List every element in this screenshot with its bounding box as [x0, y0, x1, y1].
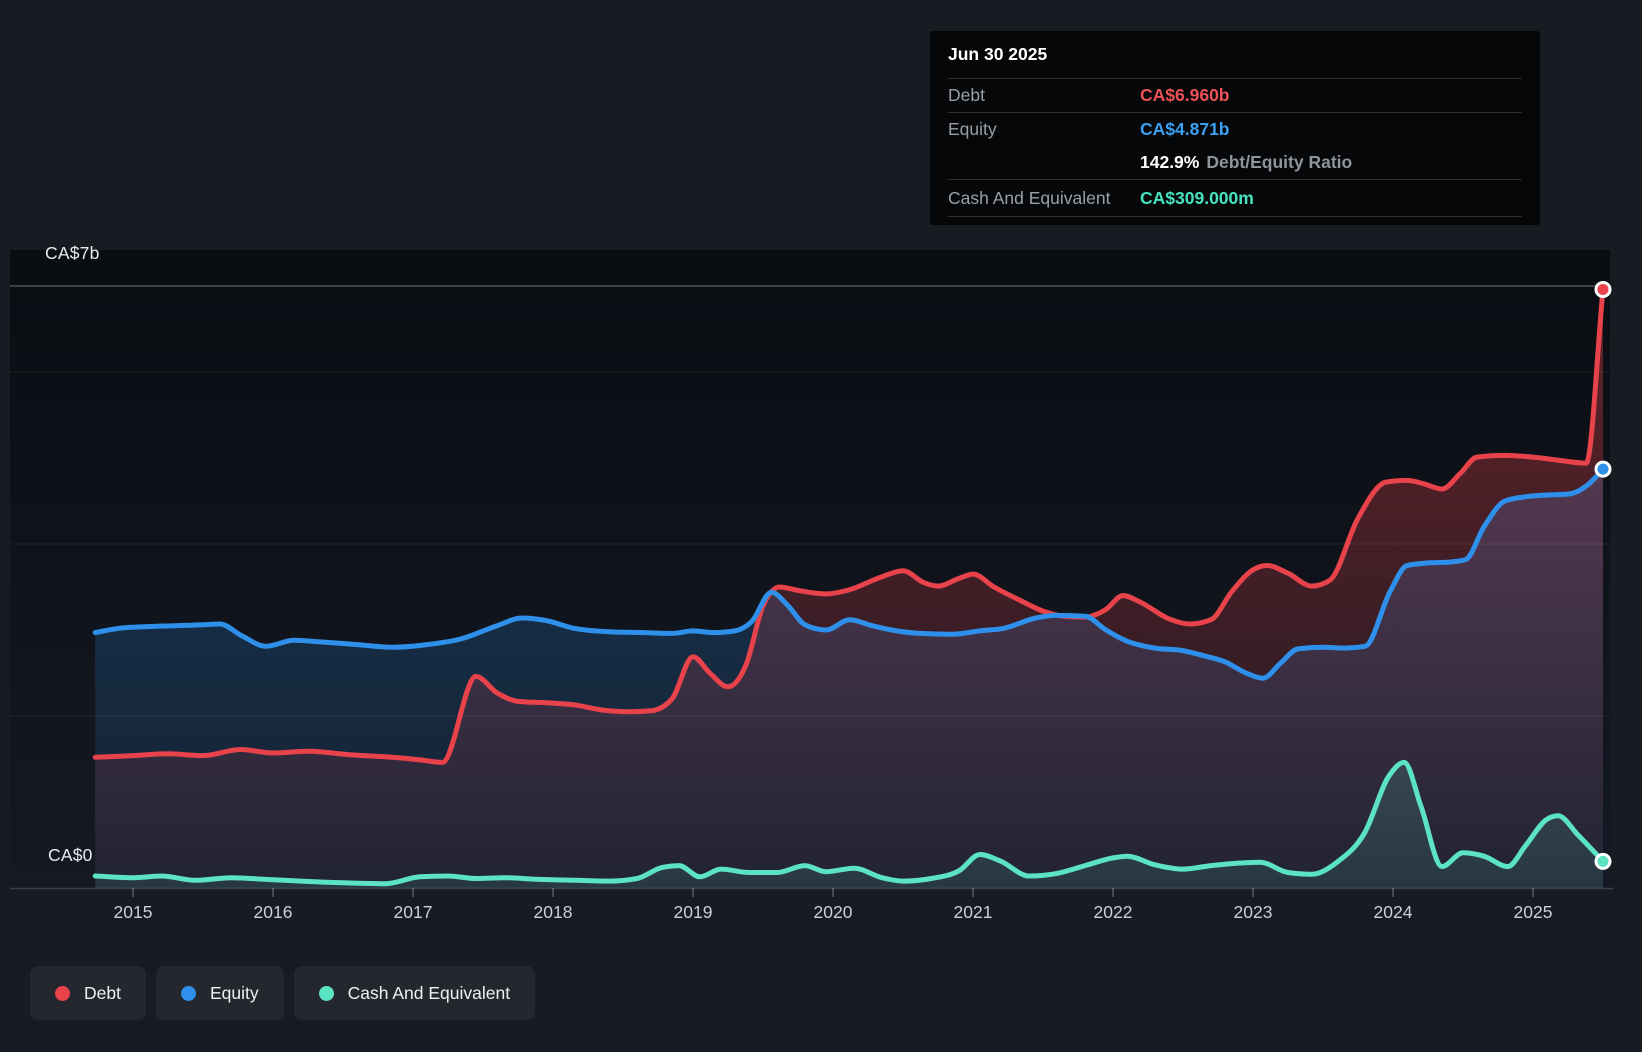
cash-area: [95, 762, 1604, 888]
x-axis-label-2017: 2017: [394, 902, 433, 922]
x-axis-label-2021: 2021: [954, 902, 993, 922]
cash-end-marker: [1594, 852, 1612, 870]
tooltip-ratio-value: 142.9%: [1140, 152, 1200, 172]
y-axis-label-top: CA$7b: [45, 243, 100, 263]
equity-line: [92, 466, 1606, 681]
debt-area: [95, 289, 1604, 888]
tooltip-cash-label: Cash And Equivalent: [948, 187, 1111, 208]
tooltip-debt-value: CA$6.960b: [1140, 85, 1230, 105]
right-margin: [1615, 0, 1642, 1052]
x-axis-label-2025: 2025: [1514, 902, 1553, 922]
tooltip-row-debt: Debt CA$6.960b: [948, 79, 1522, 113]
legend-cash-label: Cash And Equivalent: [347, 982, 511, 1003]
x-axis-label-2024: 2024: [1374, 902, 1413, 922]
legend-item-equity[interactable]: Equity: [155, 966, 284, 1020]
x-axis-label-2023: 2023: [1234, 902, 1273, 922]
tooltip-debt-label: Debt: [948, 85, 985, 105]
equity-legend-dot-icon: [180, 985, 196, 1001]
tooltip-cash-value: CA$309.000m: [1140, 187, 1254, 208]
tooltip-row-cash: Cash And Equivalent CA$309.000m: [948, 180, 1522, 217]
legend-item-debt[interactable]: Debt: [30, 966, 146, 1020]
chart-tooltip: Jun 30 2025 Debt CA$6.960b Equity CA$4.8…: [930, 31, 1540, 225]
tooltip-row-ratio: 142.9% Debt/Equity Ratio: [948, 146, 1522, 180]
tooltip-date: Jun 30 2025: [948, 31, 1522, 79]
legend-item-cash[interactable]: Cash And Equivalent: [293, 966, 536, 1020]
legend-equity-label: Equity: [209, 982, 259, 1003]
tooltip-equity-label: Equity: [948, 119, 997, 139]
tooltip-equity-value: CA$4.871b: [1140, 119, 1230, 139]
debt-end-marker: [1594, 280, 1612, 298]
x-axis-label-2019: 2019: [674, 902, 713, 922]
legend-debt-label: Debt: [84, 982, 121, 1003]
x-axis-label-2020: 2020: [814, 902, 853, 922]
debt-line: [92, 286, 1606, 765]
cash-line: [92, 759, 1606, 887]
x-axis-label-2015: 2015: [114, 902, 153, 922]
equity-end-marker: [1594, 460, 1612, 478]
x-axis-label-2016: 2016: [254, 902, 293, 922]
chart-legend: Debt Equity Cash And Equivalent: [30, 966, 536, 1020]
x-axis-label-2022: 2022: [1094, 902, 1133, 922]
x-axis-label-2018: 2018: [534, 902, 573, 922]
tooltip-ratio-label: Debt/Equity Ratio: [1206, 152, 1353, 172]
debt-legend-dot-icon: [55, 985, 70, 1001]
tooltip-row-equity: Equity CA$4.871b: [948, 113, 1522, 146]
cash-legend-dot-icon: [318, 985, 334, 1001]
y-axis-label-zero: CA$0: [48, 845, 93, 865]
